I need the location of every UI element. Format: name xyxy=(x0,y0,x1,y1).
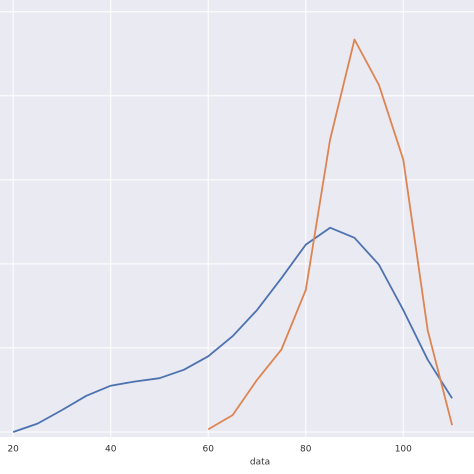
x-tick-label: 100 xyxy=(395,445,412,455)
x-axis-label: data xyxy=(250,458,270,468)
x-tick-label: 40 xyxy=(105,445,117,455)
density-line xyxy=(207,38,453,431)
plot-background xyxy=(0,0,474,437)
x-tick-label: 60 xyxy=(203,445,215,455)
x-tick-label: 20 xyxy=(7,445,19,455)
x-tick-label: 80 xyxy=(300,445,312,455)
density-line xyxy=(12,226,453,433)
